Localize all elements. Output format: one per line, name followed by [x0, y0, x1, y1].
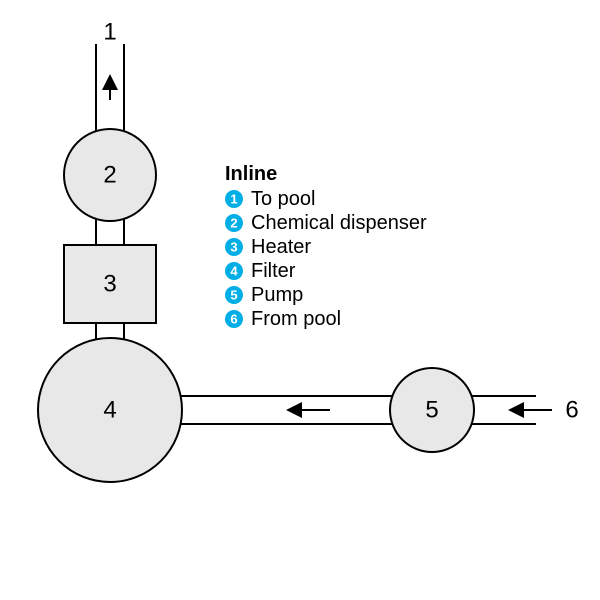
legend-bullet-num: 5: [230, 288, 237, 303]
legend-text: Heater: [251, 236, 311, 258]
legend-item-6: 6 From pool: [225, 308, 341, 330]
legend-text: From pool: [251, 308, 341, 330]
pipe-4-5: [172, 396, 396, 424]
node-4: 4: [38, 338, 182, 482]
node-label-3: 3: [103, 271, 116, 298]
node-label-4: 4: [103, 397, 116, 424]
ext-label-1: 1: [103, 19, 116, 46]
legend-bullet-num: 3: [230, 240, 237, 255]
legend: Inline 1 To pool 2 Chemical dispenser 3 Heater…: [225, 163, 427, 330]
legend-item-2: 2 Chemical dispenser: [225, 212, 427, 234]
legend-bullet-num: 6: [230, 312, 237, 327]
pool-inline-diagram: 432516Inline1To pool2Chemical dispenser3…: [0, 0, 600, 600]
legend-item-3: 3 Heater: [225, 236, 311, 258]
legend-text: Chemical dispenser: [251, 212, 427, 234]
legend-item-1: 1 To pool: [225, 188, 316, 210]
legend-bullet-num: 4: [230, 264, 238, 279]
legend-text: Pump: [251, 284, 303, 306]
ext-label-6: 6: [565, 397, 578, 424]
node-3: 3: [64, 245, 156, 323]
node-2: 2: [64, 129, 156, 221]
legend-bullet-num: 2: [230, 216, 237, 231]
legend-item-5: 5 Pump: [225, 284, 303, 306]
legend-text: Filter: [251, 260, 296, 282]
legend-item-4: 4 Filter: [225, 260, 296, 282]
node-5: 5: [390, 368, 474, 452]
node-label-2: 2: [103, 162, 116, 189]
node-label-5: 5: [425, 397, 438, 424]
legend-text: To pool: [251, 188, 316, 210]
legend-bullet-num: 1: [230, 192, 237, 207]
legend-title: Inline: [225, 163, 277, 185]
